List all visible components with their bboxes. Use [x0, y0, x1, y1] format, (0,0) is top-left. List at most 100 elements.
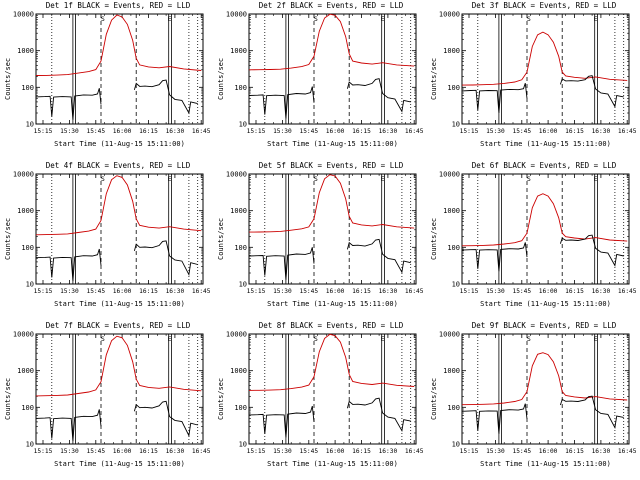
x-axis-label: Start Time (11-Aug-15 15:11:00) [480, 460, 611, 468]
y-tick-label: 10 [26, 281, 34, 289]
chart-canvas: 10 100 1000 10000 15:15 15:30 15:45 16:00 16:15 1… [439, 171, 637, 296]
lld-series [248, 13, 415, 71]
events-series [461, 83, 528, 114]
y-tick-label: 100 [447, 244, 460, 252]
events-series [559, 75, 624, 108]
chart-title: Det 4f BLACK = Events, RED = LLD [45, 161, 191, 170]
x-tick-label: 15:30 [273, 448, 292, 455]
annotation-S: S [314, 15, 318, 23]
x-tick-label: 16:30 [592, 448, 611, 455]
y-tick-label: 10 [239, 441, 247, 449]
x-tick-label: 16:45 [192, 128, 211, 135]
x-tick-label: 16:30 [166, 128, 185, 135]
events-series [248, 86, 315, 119]
chart-canvas: 10 100 1000 10000 15:15 15:30 15:45 16:00 16:15 1… [439, 331, 637, 456]
y-tick-label: 1000 [17, 47, 34, 55]
y-tick-label: 1000 [443, 207, 460, 215]
annotation-E: E [381, 335, 385, 343]
x-tick-label: 16:45 [192, 448, 211, 455]
x-tick-label: 16:00 [539, 448, 558, 455]
chart-panel: Det 9f BLACK = Events, RED = LLD 10 100 10… [426, 320, 639, 480]
chart-title: Det 9f BLACK = Events, RED = LLD [471, 321, 617, 330]
lld-series [248, 174, 415, 233]
annotation-E: E [168, 335, 172, 343]
plot-frame [35, 173, 204, 285]
y-tick-label: 10000 [439, 171, 460, 179]
chart-title: Det 2f BLACK = Events, RED = LLD [258, 1, 404, 10]
chart-panel: Det 1f BLACK = Events, RED = LLD 10 100 10… [0, 0, 213, 160]
y-tick-label: 100 [234, 84, 247, 92]
plot-frame [248, 333, 417, 445]
chart-canvas: 10 100 1000 10000 15:15 15:30 15:45 16:00 16:15 1… [226, 331, 424, 456]
events-series [133, 240, 198, 277]
x-axis-label: Start Time (11-Aug-15 15:11:00) [54, 300, 185, 308]
x-tick-label: 16:15 [352, 128, 371, 135]
x-axis-label: Start Time (11-Aug-15 15:11:00) [480, 140, 611, 148]
chart-canvas: 10 100 1000 10000 15:15 15:30 15:45 16:00 16:15 1… [439, 11, 637, 136]
annotation-E: E [594, 335, 598, 343]
x-tick-label: 16:15 [565, 448, 584, 455]
x-tick-label: 16:15 [565, 128, 584, 135]
chart-title: Det 6f BLACK = Events, RED = LLD [471, 161, 617, 170]
plot-frame [461, 173, 630, 285]
x-tick-label: 16:00 [326, 128, 345, 135]
lld-series [35, 175, 202, 236]
x-tick-label: 16:45 [192, 288, 211, 295]
x-tick-label: 16:00 [539, 128, 558, 135]
annotation-S: S [101, 175, 105, 183]
chart-panel: Det 2f BLACK = Events, RED = LLD 10 100 10… [213, 0, 426, 160]
x-axis-label: Start Time (11-Aug-15 15:11:00) [267, 460, 398, 468]
y-tick-label: 100 [21, 84, 34, 92]
events-series [461, 242, 528, 272]
y-tick-label: 10 [239, 121, 247, 129]
annotation-S: S [527, 175, 531, 183]
x-tick-label: 15:45 [86, 448, 105, 455]
x-tick-label: 15:15 [460, 448, 479, 455]
chart-panel: Det 7f BLACK = Events, RED = LLD 10 100 10… [0, 320, 213, 480]
y-axis-label: Counts/sec [430, 217, 438, 260]
x-tick-label: 15:45 [512, 448, 531, 455]
x-tick-label: 16:45 [405, 288, 424, 295]
x-tick-label: 15:45 [86, 288, 105, 295]
chart-title: Det 3f BLACK = Events, RED = LLD [471, 1, 617, 10]
chart-canvas: 10 100 1000 10000 15:15 15:30 15:45 16:00 16:15 1… [13, 331, 211, 456]
x-tick-label: 15:30 [60, 288, 79, 295]
plot-frame [461, 333, 630, 445]
x-tick-label: 16:30 [379, 128, 398, 135]
y-tick-label: 1000 [230, 47, 247, 55]
y-tick-label: 100 [234, 244, 247, 252]
x-tick-label: 15:30 [486, 128, 505, 135]
x-tick-label: 16:45 [405, 448, 424, 455]
plot-frame [35, 333, 204, 445]
x-axis-label: Start Time (11-Aug-15 15:11:00) [54, 460, 185, 468]
x-tick-label: 16:30 [592, 288, 611, 295]
chart-panel: Det 3f BLACK = Events, RED = LLD 10 100 10… [426, 0, 639, 160]
plot-frame [248, 13, 417, 125]
x-tick-label: 16:15 [352, 288, 371, 295]
x-tick-label: 16:00 [113, 288, 132, 295]
y-axis-label: Counts/sec [4, 377, 12, 420]
chart-canvas: 10 100 1000 10000 15:15 15:30 15:45 16:00 16:15 1… [226, 11, 424, 136]
events-series [346, 238, 411, 274]
y-axis-label: Counts/sec [217, 217, 225, 260]
x-tick-label: 16:45 [405, 128, 424, 135]
x-tick-label: 15:30 [60, 128, 79, 135]
y-tick-label: 10000 [13, 331, 34, 339]
chart-panel: Det 8f BLACK = Events, RED = LLD 10 100 10… [213, 320, 426, 480]
x-tick-label: 16:30 [592, 128, 611, 135]
chart-panel: Det 4f BLACK = Events, RED = LLD 10 100 10… [0, 160, 213, 320]
x-axis-label: Start Time (11-Aug-15 15:11:00) [54, 140, 185, 148]
y-tick-label: 100 [447, 404, 460, 412]
annotation-E: E [168, 175, 172, 183]
y-tick-label: 1000 [17, 367, 34, 375]
x-tick-label: 16:30 [379, 448, 398, 455]
y-axis-label: Counts/sec [430, 377, 438, 420]
x-tick-label: 16:00 [326, 448, 345, 455]
x-axis-label: Start Time (11-Aug-15 15:11:00) [267, 300, 398, 308]
chart-canvas: 10 100 1000 10000 15:15 15:30 15:45 16:00 16:15 1… [13, 171, 211, 296]
lld-series [35, 14, 202, 76]
y-tick-label: 10 [452, 441, 460, 449]
y-axis-label: Counts/sec [217, 377, 225, 420]
y-tick-label: 1000 [230, 367, 247, 375]
